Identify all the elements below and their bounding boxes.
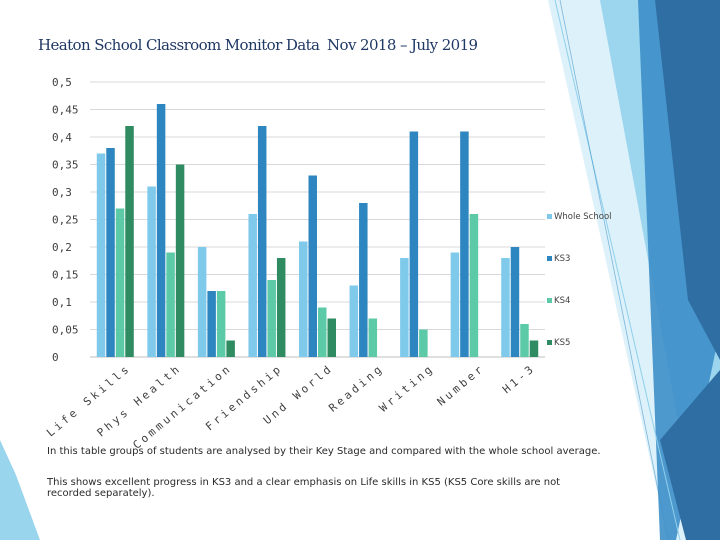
legend-label: KS5 (554, 338, 570, 348)
bar-ks4 (115, 208, 125, 357)
bar-ks4 (419, 329, 428, 357)
bar-ks3 (106, 148, 115, 357)
bar-ks5 (327, 318, 336, 357)
bar-ks4 (368, 318, 378, 357)
caption-explanation: In this table groups of students are ana… (47, 446, 601, 457)
bar-ks3 (257, 126, 267, 357)
y-tick-label: 0,2 (52, 241, 72, 254)
legend-label: KS4 (554, 296, 570, 306)
x-tick-label: Writing (377, 361, 437, 414)
bar-ks5 (529, 340, 539, 357)
y-tick-label: 0,4 (52, 131, 72, 144)
bar-whole-school (450, 252, 460, 357)
legend-swatch (547, 340, 552, 345)
y-tick-label: 0,3 (52, 186, 72, 199)
date-range: Nov 2018 – July 2019 (327, 36, 478, 54)
x-tick-label: H1-3 (500, 361, 538, 396)
deco-line (554, 0, 681, 540)
bar-ks5 (175, 164, 185, 357)
bar-ks4 (267, 280, 276, 357)
bar-ks3 (308, 175, 317, 357)
bar-ks4 (166, 252, 175, 357)
page-title: Heaton School Classroom Monitor Data (38, 36, 320, 54)
bar-ks3 (156, 104, 166, 357)
deco-dark-band (655, 0, 720, 360)
y-tick-label: 0,45 (52, 104, 79, 117)
x-tick-label: Number (435, 361, 488, 408)
x-tick-label: Life Skills (44, 361, 133, 439)
bar-ks4 (216, 291, 226, 357)
bar-ks3 (359, 203, 368, 357)
caption-summary: This shows excellent progress in KS3 and… (47, 477, 561, 499)
bar-whole-school (299, 241, 308, 357)
bar-ks4 (520, 324, 529, 357)
legend-swatch (547, 256, 552, 261)
bar-whole-school (349, 285, 359, 357)
y-tick-label: 0,1 (52, 296, 72, 309)
x-tick-label: Phys Health (95, 361, 184, 439)
bar-ks3 (207, 291, 216, 357)
bar-ks5 (125, 126, 134, 357)
legend-swatch (547, 298, 552, 303)
deco-left-corner (0, 440, 40, 540)
legend-label: KS3 (554, 254, 570, 264)
bar-ks5 (276, 258, 286, 357)
bar-ks3 (510, 247, 520, 357)
x-tick-label: Communication (130, 361, 234, 451)
bar-ks5 (226, 340, 235, 357)
bar-whole-school (96, 153, 106, 357)
bar-ks4 (318, 307, 327, 357)
bar-whole-school (248, 214, 257, 357)
bar-ks3 (460, 131, 469, 357)
y-tick-label: 0 (52, 351, 59, 364)
y-tick-label: 0,25 (52, 214, 79, 227)
y-tick-label: 0,5 (52, 76, 72, 89)
bar-whole-school (197, 247, 207, 357)
deco-line-2 (559, 0, 669, 540)
legend-swatch (547, 214, 552, 219)
y-tick-label: 0,15 (52, 269, 79, 282)
bar-whole-school (400, 258, 409, 357)
deco-dark-corner (660, 370, 720, 540)
bar-whole-school (147, 186, 156, 357)
bar-ks4 (469, 214, 479, 357)
bar-whole-school (501, 258, 510, 357)
y-tick-label: 0,05 (52, 324, 79, 337)
bar-ks3 (409, 131, 419, 357)
y-tick-label: 0,35 (52, 159, 79, 172)
legend-label: Whole School (554, 212, 612, 222)
